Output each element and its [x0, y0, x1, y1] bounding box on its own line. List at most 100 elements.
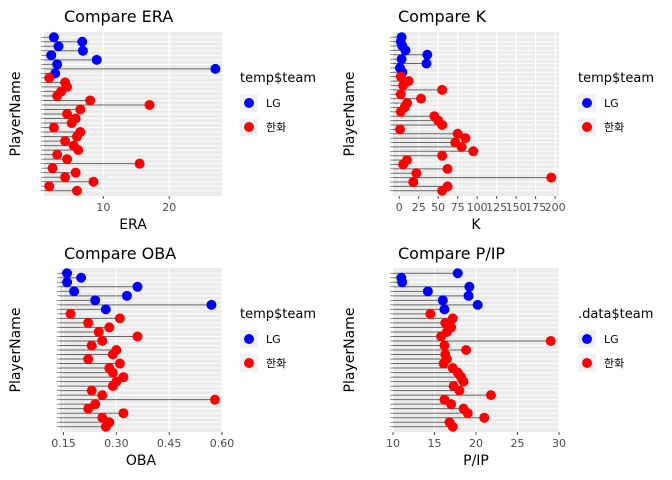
data-point-lg: [464, 281, 475, 292]
data-point-hanwha: [85, 95, 96, 106]
x-tick-label: 125: [486, 201, 507, 214]
x-axis-title: OBA: [126, 453, 157, 469]
legend: temp$team LG 한화: [240, 307, 316, 372]
data-point-hanwha: [454, 385, 465, 396]
data-point-hanwha: [462, 408, 473, 419]
data-point-hanwha: [97, 390, 108, 401]
data-point-lg: [210, 63, 221, 74]
legend-label: 한화: [266, 357, 286, 370]
legend-label: LG: [604, 333, 619, 346]
x-tick-label: 0.60: [210, 437, 235, 450]
data-point-hanwha: [479, 412, 490, 423]
x-tick-label: 0.15: [51, 437, 76, 450]
data-point-hanwha: [395, 71, 406, 82]
x-tick-label: 0.45: [157, 437, 182, 450]
legend: temp$team LG 한화: [240, 71, 316, 136]
data-point-hanwha: [437, 150, 448, 161]
data-point-hanwha: [83, 354, 94, 365]
data-point-hanwha: [416, 93, 427, 104]
data-point-hanwha: [71, 185, 82, 196]
data-point-lg: [400, 45, 411, 56]
data-point-lg: [69, 286, 80, 297]
data-point-hanwha: [44, 72, 55, 83]
legend-label: LG: [604, 97, 619, 110]
x-tick-label: 0.30: [104, 437, 129, 450]
panel-title: Compare K: [398, 7, 487, 26]
y-axis-title: PlayerName: [342, 308, 358, 393]
data-point-lg: [77, 45, 88, 56]
data-point-hanwha: [546, 172, 557, 183]
x-tick-label: 175: [525, 201, 546, 214]
data-point-hanwha: [93, 326, 104, 337]
data-point-lg: [397, 277, 408, 288]
data-point-lg: [46, 50, 57, 61]
data-point-hanwha: [395, 124, 406, 135]
data-point-hanwha: [144, 99, 155, 110]
legend-marker: [582, 122, 592, 132]
legend-marker: [582, 98, 592, 108]
data-point-hanwha: [100, 421, 111, 432]
data-point-hanwha: [442, 163, 453, 174]
data-point-hanwha: [458, 376, 469, 387]
data-point-hanwha: [438, 358, 449, 369]
data-point-hanwha: [52, 90, 63, 101]
data-point-hanwha: [44, 181, 55, 192]
data-point-hanwha: [60, 172, 71, 183]
data-point-lg: [52, 59, 63, 70]
data-point-hanwha: [62, 109, 73, 119]
data-point-lg: [452, 268, 463, 279]
x-tick-label: 0: [396, 201, 403, 214]
data-point-hanwha: [460, 133, 471, 144]
data-point-hanwha: [52, 149, 63, 160]
x-axis-title: K: [471, 217, 481, 233]
x-tick-label: 20: [469, 437, 483, 450]
x-tick-label: 75: [451, 201, 465, 214]
data-point-lg: [62, 268, 73, 279]
x-tick-label: 200: [545, 201, 566, 214]
data-point-hanwha: [107, 367, 118, 378]
data-point-hanwha: [545, 335, 556, 346]
data-point-hanwha: [47, 163, 58, 174]
data-point-hanwha: [468, 146, 479, 157]
data-point-hanwha: [88, 176, 99, 187]
data-point-hanwha: [411, 168, 422, 179]
panel-title: Compare P/IP: [398, 244, 505, 263]
data-point-lg: [77, 36, 88, 47]
data-point-hanwha: [48, 122, 59, 133]
legend-marker: [244, 122, 254, 132]
data-point-lg: [439, 304, 450, 315]
legend-marker: [582, 358, 592, 368]
data-point-hanwha: [461, 345, 472, 355]
panel-4: 10 15 20 25 30 Compare P/IP P/IP PlayerName .dat…: [342, 244, 653, 469]
panel-title: Compare OBA: [64, 244, 176, 263]
data-point-lg: [472, 299, 483, 310]
x-tick-label: 10: [96, 201, 110, 214]
data-point-lg: [396, 54, 407, 65]
data-point-lg: [91, 54, 102, 65]
data-point-hanwha: [447, 313, 458, 324]
data-point-hanwha: [447, 421, 458, 432]
data-point-hanwha: [104, 322, 115, 333]
data-point-hanwha: [114, 313, 125, 324]
data-point-hanwha: [83, 403, 94, 414]
legend-title: temp$team: [578, 71, 654, 86]
data-point-lg: [90, 295, 101, 306]
data-point-hanwha: [436, 331, 447, 342]
data-point-hanwha: [437, 185, 448, 196]
data-point-lg: [53, 41, 64, 52]
x-tick-label: 25: [511, 437, 525, 450]
x-tick-label: 150: [506, 201, 527, 214]
data-point-hanwha: [107, 381, 118, 392]
legend-title: temp$team: [240, 307, 316, 322]
panel-3: 0.15 0.30 0.45 0.60 Compare OBA OBA PlayerName…: [8, 244, 316, 469]
data-point-hanwha: [75, 104, 86, 115]
y-axis-title: PlayerName: [8, 72, 24, 157]
data-point-hanwha: [452, 128, 463, 139]
data-point-hanwha: [408, 177, 419, 188]
legend-marker: [244, 98, 254, 108]
data-point-hanwha: [83, 317, 94, 328]
legend-title: temp$team: [240, 71, 316, 86]
data-point-lg: [422, 286, 433, 297]
